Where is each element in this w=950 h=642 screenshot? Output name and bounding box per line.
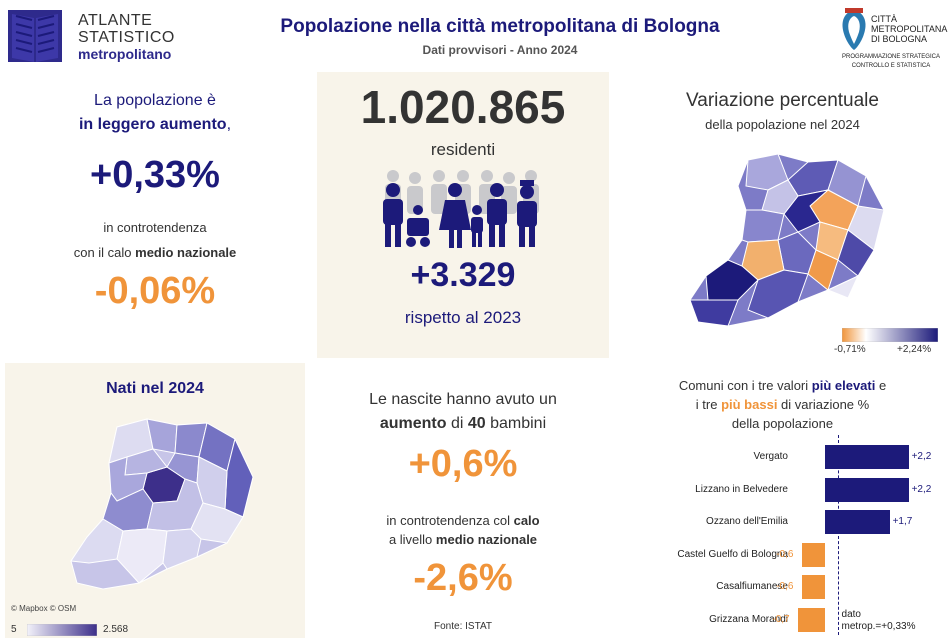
national-change-value: -0,06% [94,270,216,312]
book-logo-icon [8,10,62,62]
logo-line-1: ATLANTE [78,12,153,29]
chart-title-1-end: e [875,378,887,393]
pop-change-value: +0,33% [90,154,220,196]
residents-count: 1.020.865 [360,81,566,133]
atlante-logo: ATLANTE STATISTICO metropolitano [6,6,191,66]
births-line-4-start: a livello [388,532,436,547]
pop-line-2: in leggero aumento, [5,116,305,134]
chart-title-1-start: Comuni con i tre valori [678,378,812,393]
bar-category-label: Ozzano dell'Emilia [706,516,788,527]
cmb-logo-line-3: DI BOLOGNA [871,34,928,44]
births-change-value: +0,6% [408,443,518,485]
bar [802,575,825,599]
reference-label-line-1: dato [841,609,861,620]
cmb-logo-line-1: CITTÀ [871,14,897,24]
bar [802,542,825,567]
cmb-logo-line-4: PROGRAMMAZIONE STRATEGICA [842,54,940,60]
family-icon [383,170,539,248]
residents-delta: +3.329 [410,256,516,294]
bar [825,445,909,469]
births-line-2-bold-1: aumento [379,415,447,432]
chart-title-line-1: Comuni con i tre valori più elevati e [620,378,945,393]
pop-line-1: La popolazione è [94,92,216,109]
bar-value-label: -0,6 [776,548,794,560]
seal-logo-icon [842,8,866,50]
ranking-chart-panel: Comuni con i tre valori più elevati e i … [620,363,945,638]
bar-value-label: -0,6 [776,581,794,592]
pop-line-4-start: con il calo [73,245,136,260]
pop-line-4-bold: medio nazionale [135,245,237,260]
chart-title-2-end: di variazione % [777,397,870,412]
residents-panel: 1.020.865 residenti +3.329 rispetto al 2… [317,72,609,358]
reference-label-line-2: metrop.=+0,33% [841,621,916,632]
births-line-2: aumento di 40 bambini [317,415,609,433]
bar-category-label: Castel Guelfo di Bologna [677,548,788,560]
births-choropleth-map [70,418,254,590]
births-line-4-bold: medio nazionale [435,532,538,547]
births-line-3-start: in controtendenza col [386,513,514,528]
bar [825,510,890,534]
chart-title-2-bold: più bassi [721,397,778,412]
pop-line-3: in controtendenza [103,220,207,235]
bar-category-label: Casalfiumanese [716,581,788,592]
births-map-panel: Nati nel 2024 © Mapbox © OSM 5 2.568 [5,363,305,638]
variation-choropleth-map [689,153,885,327]
variation-map-subtitle: della popolazione nel 2024 [705,117,860,132]
births-national-value: -2,6% [413,557,513,599]
births-line-2-bold-2: 40 [467,415,486,432]
variation-legend-max: +2,24% [897,344,932,355]
variation-map-title: Variazione percentuale [686,90,879,111]
births-line-3: in controtendenza col calo [317,513,609,528]
variation-legend-min: -0,71% [834,344,866,355]
bar-value-label: +2,2 [911,451,932,462]
births-legend-min: 5 [11,624,17,635]
bar-category-label: Vergato [753,451,788,462]
cmb-logo-line-2: METROPOLITANA [871,24,948,34]
births-legend-gradient [27,624,97,636]
reference-line [837,435,839,635]
bar-value-label: +2,2 [911,483,932,495]
births-legend-max: 2.568 [103,624,129,635]
chart-title-1-bold: più elevati [811,378,876,393]
variation-map-panel: Variazione percentuale della popolazione… [620,72,945,357]
births-map-title: Nati nel 2024 [106,380,204,397]
births-line-3-bold: calo [513,513,540,528]
chart-title-2-start: i tre [695,397,722,412]
cmb-logo: CITTÀ METROPOLITANA DI BOLOGNA PROGRAMMA… [835,6,947,72]
chart-title-line-3: della popolazione [731,416,834,431]
chart-title-line-2: i tre più bassi di variazione % [620,397,945,412]
births-panel: Le nascite hanno avuto un aumento di 40 … [317,363,609,638]
pop-line-4: con il calo medio nazionale [5,245,305,260]
births-line-2-mid: di [446,415,468,432]
page-subtitle: Dati provvisori - Anno 2024 [422,43,578,57]
logo-line-2: STATISTICO [78,29,175,46]
bar [825,477,909,502]
bar [798,607,825,632]
bar-value-label: +1,7 [892,516,913,527]
residents-label: residenti [430,140,496,159]
variation-legend-gradient [842,328,938,342]
reference-label: dato metrop.=+0,33% [839,609,918,633]
pop-line-2-end: , [226,116,232,133]
bar-value-label: -0,7 [772,613,790,625]
bar-category-label: Lizzano in Belvedere [695,483,788,495]
page-title: Popolazione nella città metropolitana di… [280,16,720,37]
births-line-2-end: bambini [485,415,547,432]
pop-line-2-bold: in leggero aumento [78,116,227,133]
births-line-4: a livello medio nazionale [317,532,609,547]
population-change-panel: La popolazione è in leggero aumento, +0,… [5,72,305,357]
map-credits: © Mapbox © OSM [11,604,77,613]
residents-delta-label: rispetto al 2023 [404,308,522,327]
cmb-logo-line-5: CONTROLLO E STATISTICA [851,63,931,69]
bar-category-label: Grizzana Morandi [709,613,788,625]
logo-line-3: metropolitano [78,46,172,62]
births-line-1: Le nascite hanno avuto un [369,391,557,408]
source-note: Fonte: ISTAT [434,621,492,632]
